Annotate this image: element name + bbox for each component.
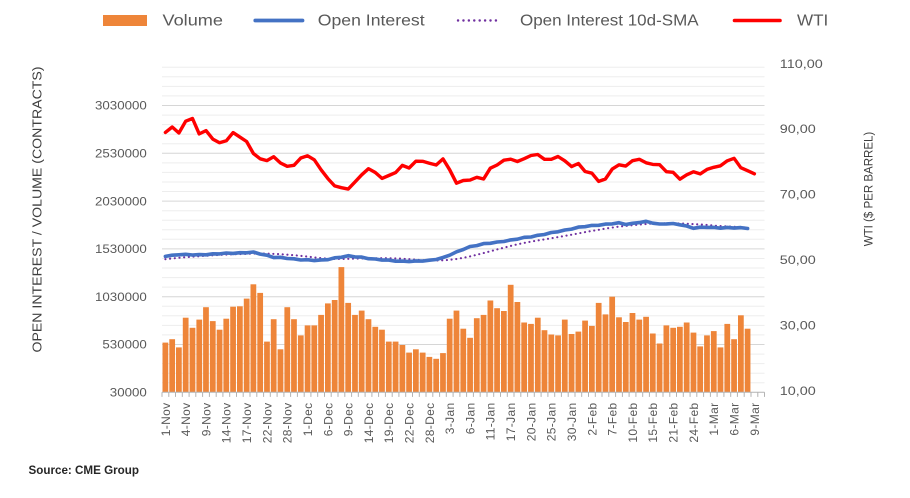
svg-text:17-Jan: 17-Jan: [504, 403, 518, 442]
svg-text:22-Dec: 22-Dec: [403, 403, 417, 444]
svg-text:19-Dec: 19-Dec: [382, 403, 396, 444]
svg-text:3-Jan: 3-Jan: [443, 403, 457, 435]
svg-text:WTI ($ PER BARREL): WTI ($ PER BARREL): [864, 132, 876, 247]
svg-text:28-Dec: 28-Dec: [423, 403, 437, 444]
svg-text:21-Feb: 21-Feb: [667, 403, 681, 443]
svg-text:OPEN INTEREST / VOLUME (CONTRA: OPEN INTEREST / VOLUME (CONTRACTS): [31, 67, 45, 353]
svg-text:6-Mar: 6-Mar: [728, 403, 742, 436]
svg-text:17-Nov: 17-Nov: [240, 403, 254, 444]
svg-text:530000: 530000: [102, 338, 147, 352]
svg-text:50,00: 50,00: [780, 253, 816, 267]
svg-text:Open Interest 10d-SMA: Open Interest 10d-SMA: [520, 12, 699, 29]
svg-text:1-Nov: 1-Nov: [159, 403, 173, 437]
svg-text:1030000: 1030000: [95, 290, 147, 304]
svg-text:6-Dec: 6-Dec: [321, 403, 335, 437]
svg-text:30000: 30000: [110, 386, 147, 400]
svg-text:Volume: Volume: [163, 12, 224, 29]
svg-text:2030000: 2030000: [95, 194, 147, 208]
svg-text:90,00: 90,00: [780, 122, 816, 136]
svg-text:10,00: 10,00: [780, 384, 816, 398]
svg-text:15-Feb: 15-Feb: [646, 403, 660, 443]
svg-text:14-Nov: 14-Nov: [220, 403, 234, 444]
svg-text:4-Nov: 4-Nov: [179, 403, 193, 437]
svg-text:9-Nov: 9-Nov: [199, 403, 213, 437]
svg-text:10-Feb: 10-Feb: [626, 403, 640, 443]
svg-text:3030000: 3030000: [95, 99, 147, 113]
svg-text:6-Jan: 6-Jan: [463, 403, 477, 435]
svg-text:110,00: 110,00: [780, 57, 823, 71]
svg-text:70,00: 70,00: [780, 188, 816, 202]
svg-text:28-Nov: 28-Nov: [281, 403, 295, 444]
svg-text:20-Jan: 20-Jan: [524, 403, 538, 442]
svg-text:14-Dec: 14-Dec: [362, 403, 376, 444]
svg-text:25-Jan: 25-Jan: [545, 403, 559, 442]
svg-text:WTI: WTI: [797, 12, 828, 29]
svg-text:1530000: 1530000: [95, 242, 147, 256]
svg-text:22-Nov: 22-Nov: [260, 403, 274, 444]
svg-text:24-Feb: 24-Feb: [687, 403, 701, 443]
svg-text:2530000: 2530000: [95, 147, 147, 161]
svg-text:11-Jan: 11-Jan: [484, 403, 498, 441]
svg-text:9-Mar: 9-Mar: [748, 403, 762, 436]
svg-text:30,00: 30,00: [780, 319, 816, 333]
svg-text:2-Feb: 2-Feb: [585, 403, 599, 436]
svg-text:1-Mar: 1-Mar: [707, 403, 721, 436]
svg-text:9-Dec: 9-Dec: [342, 403, 356, 437]
svg-text:Open Interest: Open Interest: [318, 12, 426, 29]
svg-text:30-Jan: 30-Jan: [565, 403, 579, 442]
svg-text:7-Feb: 7-Feb: [606, 403, 620, 436]
svg-text:1-Dec: 1-Dec: [301, 403, 315, 437]
svg-text:Source: CME Group: Source: CME Group: [29, 463, 140, 477]
